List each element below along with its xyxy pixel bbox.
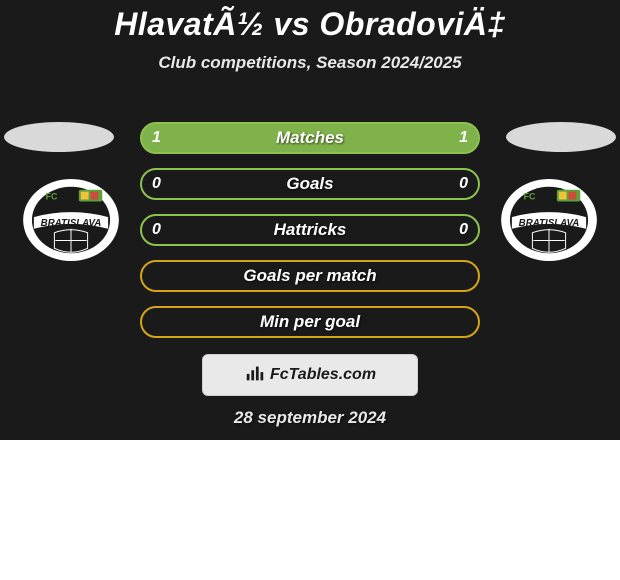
stat-label: Goals: [286, 174, 333, 194]
stat-label: Matches: [276, 128, 344, 148]
stat-value-left: 1: [152, 129, 161, 147]
subtitle: Club competitions, Season 2024/2025: [0, 53, 620, 73]
club-badge-left: BRATISLAVA FC: [22, 178, 120, 262]
stat-label: Goals per match: [243, 266, 376, 286]
stat-value-left: 0: [152, 175, 161, 193]
stats-list: Matches 1 1 Goals 0 0 Hattricks 0 0 Goals per mat…: [140, 122, 480, 352]
stat-row: Goals 0 0: [140, 168, 480, 200]
stat-row: Hattricks 0 0: [140, 214, 480, 246]
brand-text: FcTables.com: [270, 366, 376, 384]
comparison-widget: HlavatÃ½ vs ObradoviÄ‡ Club competitions…: [0, 0, 620, 440]
stat-label: Hattricks: [274, 220, 347, 240]
svg-text:BRATISLAVA: BRATISLAVA: [41, 218, 102, 229]
svg-text:FC: FC: [46, 191, 58, 201]
date-text: 28 september 2024: [0, 408, 620, 428]
svg-text:BRATISLAVA: BRATISLAVA: [519, 218, 580, 229]
stat-value-right: 1: [459, 129, 468, 147]
stat-value-right: 0: [459, 175, 468, 193]
stat-value-right: 0: [459, 221, 468, 239]
stat-value-left: 0: [152, 221, 161, 239]
player-photo-left: [4, 122, 114, 152]
stat-row: Matches 1 1: [140, 122, 480, 154]
club-badge-right: BRATISLAVA FC: [500, 178, 598, 262]
stat-label: Min per goal: [260, 312, 360, 332]
chart-icon: [244, 362, 266, 389]
svg-text:FC: FC: [524, 191, 536, 201]
stat-row: Goals per match: [140, 260, 480, 292]
page-title: HlavatÃ½ vs ObradoviÄ‡: [0, 0, 620, 43]
brand-link[interactable]: FcTables.com: [202, 354, 418, 396]
player-photo-right: [506, 122, 616, 152]
stat-row: Min per goal: [140, 306, 480, 338]
